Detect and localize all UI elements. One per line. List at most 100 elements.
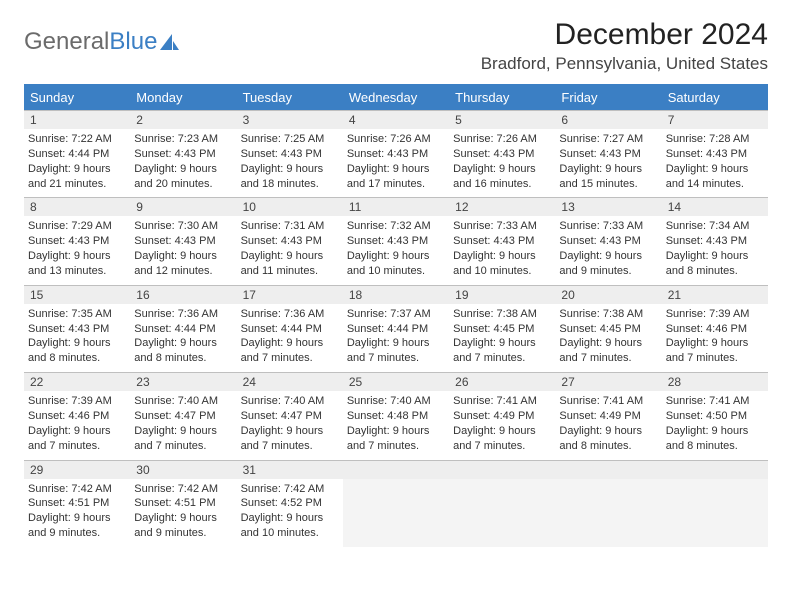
- info-line: and 7 minutes.: [453, 439, 551, 454]
- day-number: 16: [130, 286, 236, 304]
- info-line: and 16 minutes.: [453, 177, 551, 192]
- info-line: Sunrise: 7:30 AM: [134, 219, 232, 234]
- info-line: Daylight: 9 hours: [241, 336, 339, 351]
- logo-text-general: General: [24, 28, 109, 56]
- info-line: Sunset: 4:44 PM: [28, 147, 126, 162]
- day-cell: 23Sunrise: 7:40 AMSunset: 4:47 PMDayligh…: [130, 372, 236, 459]
- info-line: and 9 minutes.: [134, 526, 232, 541]
- day-cell: 28Sunrise: 7:41 AMSunset: 4:50 PMDayligh…: [662, 372, 768, 459]
- info-line: Sunrise: 7:42 AM: [28, 482, 126, 497]
- info-line: Daylight: 9 hours: [559, 249, 657, 264]
- info-line: and 13 minutes.: [28, 264, 126, 279]
- info-line: Sunset: 4:43 PM: [559, 234, 657, 249]
- day-number: 18: [343, 286, 449, 304]
- info-line: and 7 minutes.: [347, 439, 445, 454]
- day-cell: 12Sunrise: 7:33 AMSunset: 4:43 PMDayligh…: [449, 197, 555, 284]
- day-number: 30: [130, 461, 236, 479]
- blank-cell: [343, 460, 449, 547]
- info-line: Sunset: 4:46 PM: [666, 322, 764, 337]
- info-line: Sunrise: 7:40 AM: [134, 394, 232, 409]
- info-line: Daylight: 9 hours: [134, 249, 232, 264]
- info-line: and 10 minutes.: [347, 264, 445, 279]
- info-line: Sunrise: 7:33 AM: [559, 219, 657, 234]
- info-line: Daylight: 9 hours: [134, 162, 232, 177]
- info-line: Sunrise: 7:31 AM: [241, 219, 339, 234]
- info-line: Daylight: 9 hours: [241, 249, 339, 264]
- info-line: Sunrise: 7:41 AM: [559, 394, 657, 409]
- info-line: and 8 minutes.: [134, 351, 232, 366]
- info-line: and 7 minutes.: [453, 351, 551, 366]
- day-cell: 29Sunrise: 7:42 AMSunset: 4:51 PMDayligh…: [24, 460, 130, 547]
- info-line: and 8 minutes.: [666, 439, 764, 454]
- day-cell: 7Sunrise: 7:28 AMSunset: 4:43 PMDaylight…: [662, 110, 768, 197]
- info-line: Sunrise: 7:28 AM: [666, 132, 764, 147]
- info-line: and 20 minutes.: [134, 177, 232, 192]
- day-number: 1: [24, 111, 130, 129]
- info-line: Sunrise: 7:36 AM: [134, 307, 232, 322]
- header: GeneralBlue December 2024 Bradford, Penn…: [24, 18, 768, 80]
- info-line: and 7 minutes.: [28, 439, 126, 454]
- day-cell: 25Sunrise: 7:40 AMSunset: 4:48 PMDayligh…: [343, 372, 449, 459]
- info-line: and 7 minutes.: [666, 351, 764, 366]
- info-line: and 8 minutes.: [559, 439, 657, 454]
- blank-cell: [555, 460, 661, 547]
- calendar-grid: SundayMondayTuesdayWednesdayThursdayFrid…: [24, 84, 768, 547]
- day-cell: 9 Sunrise: 7:30 AMSunset: 4:43 PMDaylight…: [130, 197, 236, 284]
- info-line: Sunset: 4:49 PM: [453, 409, 551, 424]
- day-cell: 21Sunrise: 7:39 AMSunset: 4:46 PMDayligh…: [662, 285, 768, 372]
- day-number: 15: [24, 286, 130, 304]
- info-line: Sunset: 4:48 PM: [347, 409, 445, 424]
- day-number: 6: [555, 111, 661, 129]
- day-cell: 26Sunrise: 7:41 AMSunset: 4:49 PMDayligh…: [449, 372, 555, 459]
- day-number: 25: [343, 373, 449, 391]
- day-cell: 14Sunrise: 7:34 AMSunset: 4:43 PMDayligh…: [662, 197, 768, 284]
- info-line: Sunset: 4:43 PM: [134, 234, 232, 249]
- day-cell: 1 Sunrise: 7:22 AMSunset: 4:44 PMDaylight…: [24, 110, 130, 197]
- info-line: Sunrise: 7:37 AM: [347, 307, 445, 322]
- info-line: and 9 minutes.: [559, 264, 657, 279]
- day-number: 21: [662, 286, 768, 304]
- day-number: 9: [130, 198, 236, 216]
- info-line: Sunrise: 7:22 AM: [28, 132, 126, 147]
- info-line: Sunset: 4:43 PM: [241, 234, 339, 249]
- info-line: Daylight: 9 hours: [453, 249, 551, 264]
- info-line: Sunset: 4:44 PM: [241, 322, 339, 337]
- logo: GeneralBlue: [24, 18, 181, 56]
- day-cell: 17Sunrise: 7:36 AMSunset: 4:44 PMDayligh…: [237, 285, 343, 372]
- info-line: Sunset: 4:43 PM: [28, 322, 126, 337]
- info-line: Sunset: 4:45 PM: [559, 322, 657, 337]
- info-line: Sunrise: 7:42 AM: [241, 482, 339, 497]
- info-line: and 15 minutes.: [559, 177, 657, 192]
- info-line: Daylight: 9 hours: [28, 336, 126, 351]
- info-line: Sunrise: 7:40 AM: [241, 394, 339, 409]
- day-number: 4: [343, 111, 449, 129]
- info-line: Sunset: 4:43 PM: [559, 147, 657, 162]
- info-line: Daylight: 9 hours: [347, 162, 445, 177]
- day-number: 7: [662, 111, 768, 129]
- info-line: Daylight: 9 hours: [28, 162, 126, 177]
- info-line: Daylight: 9 hours: [347, 424, 445, 439]
- info-line: Sunrise: 7:32 AM: [347, 219, 445, 234]
- info-line: and 7 minutes.: [134, 439, 232, 454]
- info-line: Daylight: 9 hours: [241, 424, 339, 439]
- weekday-header: Monday: [130, 86, 236, 110]
- day-number: 11: [343, 198, 449, 216]
- info-line: and 7 minutes.: [241, 439, 339, 454]
- info-line: Sunrise: 7:41 AM: [666, 394, 764, 409]
- info-line: Daylight: 9 hours: [559, 162, 657, 177]
- day-number: 28: [662, 373, 768, 391]
- info-line: and 9 minutes.: [28, 526, 126, 541]
- info-line: and 18 minutes.: [241, 177, 339, 192]
- info-line: Sunset: 4:43 PM: [347, 147, 445, 162]
- info-line: and 8 minutes.: [666, 264, 764, 279]
- info-line: Sunrise: 7:26 AM: [453, 132, 551, 147]
- info-line: Sunrise: 7:33 AM: [453, 219, 551, 234]
- info-line: Sunset: 4:44 PM: [134, 322, 232, 337]
- info-line: Sunset: 4:43 PM: [666, 147, 764, 162]
- day-cell: 24Sunrise: 7:40 AMSunset: 4:47 PMDayligh…: [237, 372, 343, 459]
- day-number: 19: [449, 286, 555, 304]
- day-number: [555, 461, 661, 479]
- day-cell: 16Sunrise: 7:36 AMSunset: 4:44 PMDayligh…: [130, 285, 236, 372]
- info-line: Daylight: 9 hours: [28, 511, 126, 526]
- day-cell: 3Sunrise: 7:25 AMSunset: 4:43 PMDaylight…: [237, 110, 343, 197]
